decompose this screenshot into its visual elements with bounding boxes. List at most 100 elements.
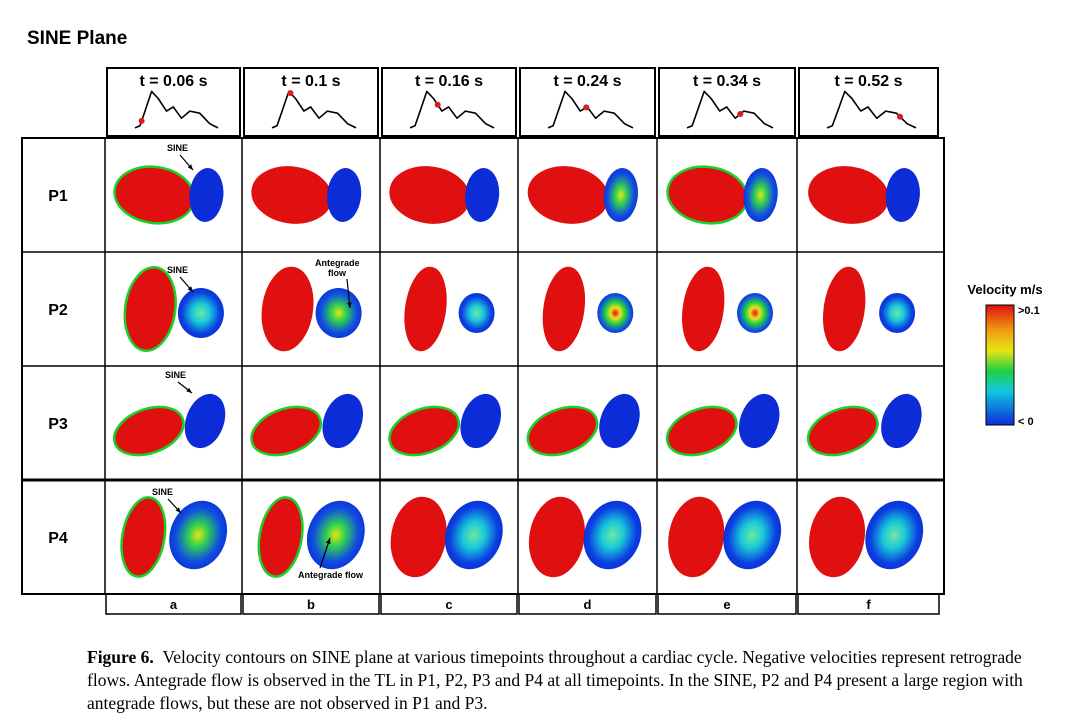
row-label: P1 xyxy=(48,188,68,205)
annotation-label: SINE xyxy=(167,265,188,275)
annotation-label: Antegrade xyxy=(315,258,360,268)
time-label: t = 0.24 s xyxy=(553,73,621,90)
waveform-curve xyxy=(826,90,917,129)
true-lumen-contour xyxy=(823,266,866,352)
sine-lumen xyxy=(184,393,226,449)
sine-lumen xyxy=(460,393,502,449)
annotation-label: Antegrade flow xyxy=(298,570,364,580)
time-label: t = 0.06 s xyxy=(139,73,207,90)
true-lumen-contour xyxy=(389,166,470,224)
figure-panel: t = 0.06 s t = 0.1 s t = 0.16 s t = 0.24 s t… xyxy=(21,67,1043,615)
sine-lumen xyxy=(603,168,638,222)
sine-lumen xyxy=(458,293,495,333)
true-lumen xyxy=(806,405,879,457)
true-lumen xyxy=(261,266,314,352)
true-lumen xyxy=(665,405,738,457)
contour-cells xyxy=(112,165,924,578)
arrow-head xyxy=(187,164,193,170)
time-label: t = 0.1 s xyxy=(281,73,340,90)
sine-lumen xyxy=(444,500,503,570)
sine-lumen xyxy=(743,168,778,222)
true-lumen-contour xyxy=(666,165,749,225)
true-lumen-contour xyxy=(808,166,889,224)
timepoint-marker xyxy=(434,101,441,108)
column-label: f xyxy=(866,597,871,612)
true-lumen-contour xyxy=(261,266,314,352)
sine-lumen xyxy=(865,500,924,570)
header-box xyxy=(798,67,939,137)
column-label: d xyxy=(584,597,592,612)
sine-lumen xyxy=(177,288,224,338)
header-box xyxy=(519,67,656,137)
true-lumen xyxy=(389,166,470,224)
column-labels: a b c d e f xyxy=(105,593,940,615)
time-label: t = 0.16 s xyxy=(415,73,483,90)
column-label-box xyxy=(380,593,518,615)
true-lumen xyxy=(526,405,599,457)
sine-lumen xyxy=(597,293,634,333)
timepoint-marker xyxy=(583,104,590,111)
true-lumen xyxy=(123,266,177,352)
true-lumen-contour xyxy=(257,496,304,578)
column-label-box xyxy=(657,593,797,615)
true-lumen xyxy=(528,496,585,578)
column-label: c xyxy=(445,597,452,612)
waveform-curve xyxy=(686,90,774,129)
true-lumen xyxy=(113,165,196,225)
true-lumen-contour xyxy=(250,405,323,457)
timepoint-marker xyxy=(138,117,145,124)
true-lumen-contour xyxy=(668,496,725,578)
column-label: a xyxy=(170,597,178,612)
sine-lumen xyxy=(322,393,364,449)
arrow-head xyxy=(326,538,331,544)
true-lumen xyxy=(120,496,167,578)
sine-lumen xyxy=(879,293,916,333)
true-lumen xyxy=(527,166,609,224)
sine-lumen xyxy=(327,168,362,222)
true-lumen xyxy=(809,496,866,578)
true-lumen-contour xyxy=(251,166,332,224)
column-label-box xyxy=(242,593,380,615)
true-lumen xyxy=(666,165,749,225)
arrow-head xyxy=(187,286,193,292)
true-lumen-contour xyxy=(526,405,599,457)
waveform-curve xyxy=(409,90,495,129)
arrow-head xyxy=(347,302,352,308)
sine-lumen xyxy=(881,393,922,449)
true-lumen xyxy=(542,266,586,352)
true-lumen xyxy=(404,266,447,352)
true-lumen-contour xyxy=(665,405,738,457)
row-label: P3 xyxy=(48,416,68,433)
true-lumen-contour xyxy=(390,496,447,578)
column-label: b xyxy=(307,597,315,612)
header-box xyxy=(381,67,517,137)
grid-lines xyxy=(21,137,945,595)
true-lumen xyxy=(388,405,461,457)
colorbar: Velocity m/s >0.1 < 0 xyxy=(967,282,1042,428)
column-label: e xyxy=(723,597,730,612)
row-label: P2 xyxy=(48,302,68,319)
timepoint-headers: t = 0.06 s t = 0.1 s t = 0.16 s t = 0.24 s t… xyxy=(106,67,939,137)
annotation-label: SINE xyxy=(152,487,173,497)
true-lumen xyxy=(808,166,889,224)
colorbar-gradient xyxy=(985,304,1015,426)
true-lumen xyxy=(251,166,332,224)
sine-lumen xyxy=(189,168,224,222)
true-lumen xyxy=(112,405,185,457)
sine-lumen xyxy=(315,288,362,338)
sine-lumen xyxy=(885,168,920,222)
arrow-head xyxy=(175,507,181,513)
sine-lumen xyxy=(737,293,773,333)
annotation-label: SINE xyxy=(165,370,186,380)
colorbar-max-label: >0.1 xyxy=(1018,305,1040,317)
figure-title: SINE Plane xyxy=(27,28,128,49)
timepoint-marker xyxy=(287,90,294,97)
waveform-curve xyxy=(547,90,634,129)
header-box xyxy=(243,67,379,137)
sine-lumen xyxy=(599,393,640,449)
header-box xyxy=(658,67,796,137)
sine-lumen xyxy=(169,500,228,570)
column-label-box xyxy=(518,593,657,615)
arrow-head xyxy=(186,387,192,393)
